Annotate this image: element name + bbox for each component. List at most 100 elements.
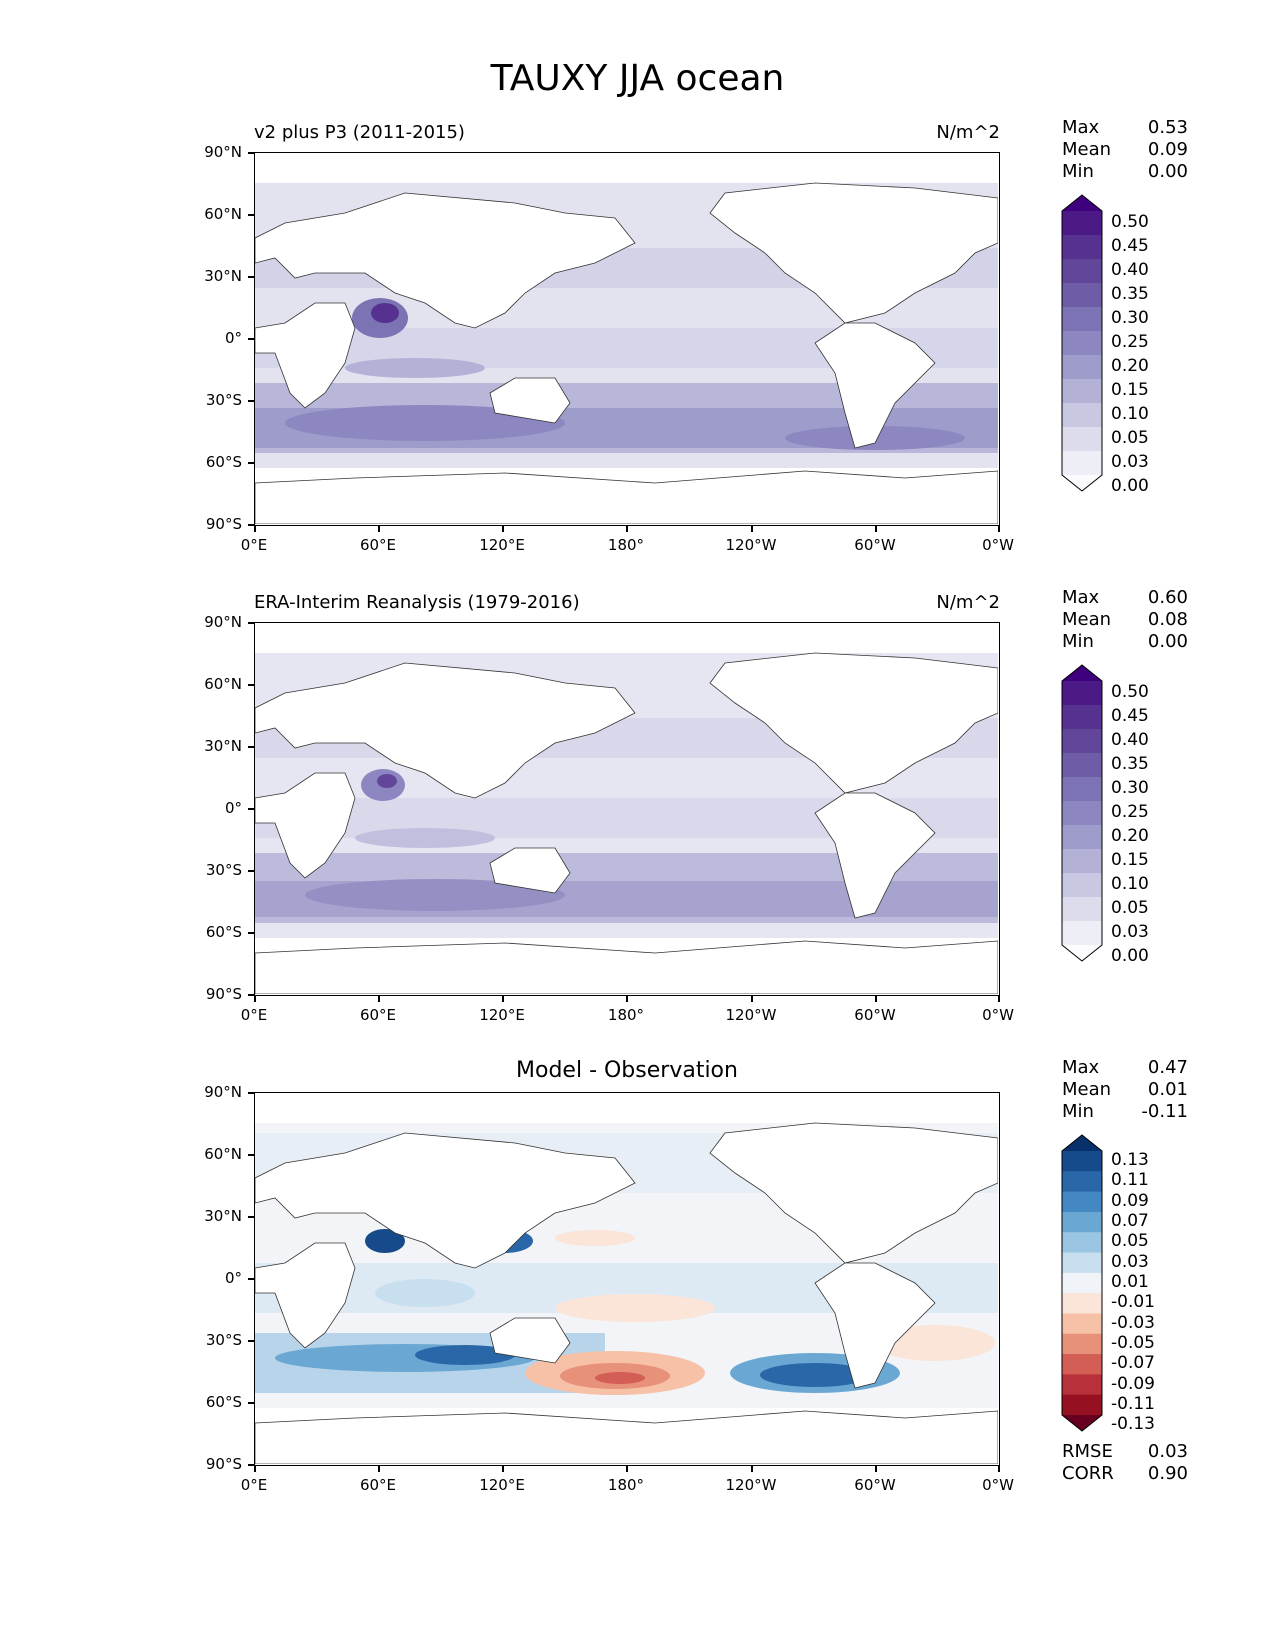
continents (255, 652, 998, 994)
colorbar-tick-label: 0.07 (1111, 1211, 1149, 1232)
stat-value: 0.08 (1147, 609, 1188, 630)
colorbar-tick-label: 0.13 (1111, 1150, 1149, 1171)
colorbar-cap-top (1062, 665, 1102, 681)
lat-label: 30°N (204, 267, 242, 285)
colorbar-tick-label: 0.11 (1111, 1170, 1149, 1191)
panel-unit: N/m^2 (936, 592, 1000, 613)
colorbar-segment (1062, 1333, 1102, 1355)
colorbar-segment (1062, 1232, 1102, 1254)
colorbar-segment (1062, 681, 1102, 706)
lat-label: 90°N (204, 143, 242, 161)
lon-label: 0°E (240, 536, 268, 554)
lat-label: 60°N (204, 675, 242, 693)
colorbar-tick-label: 0.00 (1111, 476, 1149, 496)
lat-label: 30°S (205, 1331, 242, 1349)
lon-label: 0°E (240, 1476, 268, 1494)
colorbar-tick-label: 0.30 (1111, 308, 1149, 328)
stat-value: 0.53 (1147, 117, 1188, 138)
lon-label: 60°E (359, 1476, 397, 1494)
colorbar-tick-label: 0.15 (1111, 380, 1149, 400)
lat-label: 30°N (204, 1207, 242, 1225)
colorbar-tick-label: 0.10 (1111, 404, 1149, 424)
colorbar-tick-label: 0.05 (1111, 428, 1149, 448)
lon-label: 0°W (982, 1006, 1014, 1024)
colorbar-tick-label: -0.07 (1111, 1353, 1155, 1374)
colorbar-cap-top (1062, 195, 1102, 211)
colorbar-tick-label: 0.20 (1111, 356, 1149, 376)
lat-label: 0° (224, 329, 242, 347)
panel-title: Model - Observation (516, 1058, 738, 1083)
colorbar-tick-label: 0.30 (1111, 778, 1149, 798)
colorbar-segment (1062, 307, 1102, 332)
lon-label: 0°E (240, 1006, 268, 1024)
panel-title: ERA-Interim Reanalysis (1979-2016) (254, 592, 580, 613)
colorbar-tick-label: -0.13 (1111, 1414, 1155, 1435)
colorbar-tick-label: 0.25 (1111, 332, 1149, 352)
colorbar-segment (1062, 283, 1102, 308)
colorbar-segment (1062, 451, 1102, 476)
lat-label: 60°S (205, 453, 242, 471)
colorbar-cap-bottom (1062, 945, 1102, 961)
stat-label: Mean (1062, 139, 1112, 160)
colorbar-tick-label: 0.05 (1111, 1231, 1149, 1252)
stat-value: -0.11 (1141, 1101, 1188, 1122)
stat-label: Mean (1062, 609, 1112, 630)
lon-label: 0°W (982, 1476, 1014, 1494)
colorbar-tick-label: -0.11 (1111, 1393, 1155, 1414)
lon-label: 60°E (359, 1006, 397, 1024)
colorbar-segment (1062, 331, 1102, 356)
lat-label: 30°S (205, 861, 242, 879)
colorbar-segment (1062, 211, 1102, 236)
continents (255, 182, 998, 524)
colorbar-segment (1062, 1211, 1102, 1233)
colorbar-segment (1062, 1151, 1102, 1172)
colorbar-tick-label: 0.35 (1111, 284, 1149, 304)
lon-label: 120°W (725, 1006, 777, 1024)
colorbar-tick-label: 0.03 (1111, 452, 1149, 472)
colorbar-tick-label: 0.35 (1111, 754, 1149, 774)
stat-label: Min (1062, 1101, 1094, 1122)
lat-label: 90°N (204, 1083, 242, 1101)
lat-label: 60°S (205, 923, 242, 941)
lat-label: 90°S (205, 985, 242, 1003)
map-field (255, 1093, 998, 1464)
colorbar (1061, 194, 1103, 492)
colorbar-tick-label: 0.40 (1111, 260, 1149, 280)
lon-label: 120°E (479, 536, 525, 554)
colorbar-tick-label: 0.25 (1111, 802, 1149, 822)
stat-value: 0.09 (1147, 139, 1188, 160)
stat-label: Max (1062, 117, 1100, 138)
colorbar-tick-label: -0.09 (1111, 1373, 1155, 1394)
stat-value: 0.00 (1147, 631, 1188, 652)
colorbar-segment (1062, 1293, 1102, 1314)
lat-label: 90°S (205, 515, 242, 533)
colorbar-cap-bottom (1062, 475, 1102, 491)
colorbar-segment (1062, 403, 1102, 428)
colorbar-segment (1062, 801, 1102, 826)
colorbar-segment (1062, 1272, 1102, 1294)
lon-label: 0°W (982, 536, 1014, 554)
colorbar-tick-label: 0.50 (1111, 682, 1149, 702)
colorbar-cap-bottom (1062, 1415, 1102, 1431)
colorbar-tick-label: 0.10 (1111, 874, 1149, 894)
colorbar-cap-top (1062, 1135, 1102, 1151)
colorbar-segment (1062, 897, 1102, 922)
colorbar-segment (1062, 1171, 1102, 1193)
lon-label: 60°W (854, 536, 896, 554)
colorbar-tick-label: 0.00 (1111, 946, 1149, 966)
lon-label: 180° (607, 536, 645, 554)
colorbar-segment (1062, 873, 1102, 898)
colorbar-segment (1062, 729, 1102, 754)
lat-label: 60°N (204, 205, 242, 223)
figure-title: TAUXY JJA ocean (490, 58, 785, 99)
lat-label: 90°S (205, 1455, 242, 1473)
stat-label: Mean (1062, 1079, 1112, 1100)
colorbar-tick-label: 0.09 (1111, 1190, 1149, 1211)
colorbar-segment (1062, 1252, 1102, 1274)
rmse-value: 0.03 (1147, 1441, 1188, 1462)
lat-label: 90°N (204, 613, 242, 631)
colorbar-segment (1062, 1394, 1102, 1416)
stat-value: 0.60 (1147, 587, 1188, 608)
colorbar-tick-label: -0.01 (1111, 1292, 1155, 1313)
colorbar-tick-label: 0.05 (1111, 898, 1149, 918)
